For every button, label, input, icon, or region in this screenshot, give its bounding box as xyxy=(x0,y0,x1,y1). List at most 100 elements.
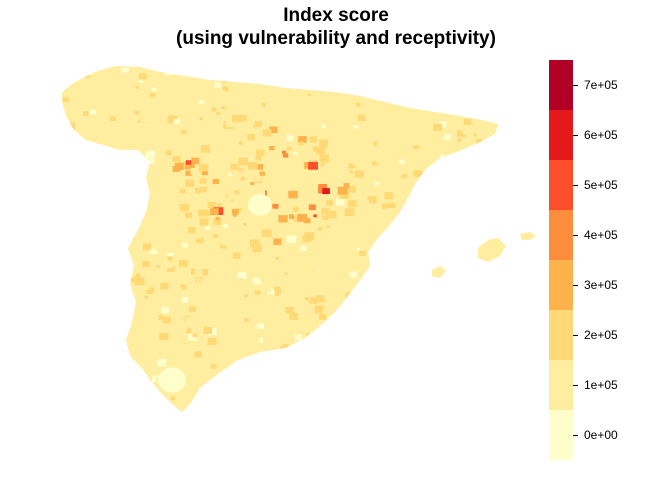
municipality-patch xyxy=(355,291,363,297)
municipality-patch xyxy=(254,88,263,95)
municipality-patch xyxy=(252,244,262,253)
legend-label: 3e+05 xyxy=(584,278,618,292)
municipality-patch xyxy=(442,294,447,298)
municipality-patch xyxy=(138,100,143,104)
municipality-patch xyxy=(496,284,498,287)
municipality-patch xyxy=(82,403,89,408)
municipality-patch xyxy=(464,75,475,84)
municipality-patch xyxy=(62,276,66,280)
municipality-patch xyxy=(269,146,275,151)
municipality-patch xyxy=(158,76,165,82)
municipality-patch xyxy=(178,259,188,267)
municipality-patch xyxy=(474,302,485,310)
municipality-patch xyxy=(384,175,389,179)
municipality-patch xyxy=(164,326,173,333)
municipality-patch xyxy=(333,326,341,332)
municipality-patch xyxy=(384,413,388,416)
municipality-patch xyxy=(321,207,330,215)
municipality-patch xyxy=(309,113,313,117)
municipality-patch xyxy=(300,246,307,251)
municipality-patch xyxy=(78,297,84,301)
municipality-patch xyxy=(322,215,329,221)
municipality-patch xyxy=(170,396,176,401)
municipality-patch xyxy=(125,172,136,181)
municipality-patch xyxy=(219,66,228,72)
municipality-patch xyxy=(84,339,93,347)
municipality-patch xyxy=(319,139,328,147)
municipality-patch xyxy=(105,151,113,158)
municipality-patch xyxy=(471,263,479,270)
municipality-patch xyxy=(353,66,360,70)
municipality-patch xyxy=(271,382,280,389)
municipality-patch xyxy=(307,93,311,97)
municipality-patch xyxy=(203,327,213,334)
municipality-patch xyxy=(339,390,347,397)
municipality-patch xyxy=(425,401,432,406)
municipality-patch xyxy=(352,91,356,95)
municipality-patch xyxy=(165,279,171,284)
municipality-patch xyxy=(431,203,439,210)
municipality-patch xyxy=(183,338,191,344)
municipality-patch xyxy=(286,76,296,84)
municipality-patch xyxy=(427,135,432,140)
municipality-patch xyxy=(268,137,273,141)
municipality-patch xyxy=(245,173,249,177)
municipality-patch xyxy=(410,266,416,271)
municipality-patch xyxy=(143,98,149,103)
municipality-patch xyxy=(433,288,442,296)
municipality-patch xyxy=(118,140,123,145)
municipality-patch xyxy=(466,316,472,321)
municipality-patch xyxy=(384,192,394,200)
ibiza-island xyxy=(432,266,446,278)
municipality-patch xyxy=(502,330,507,334)
municipality-patch xyxy=(145,125,155,133)
municipality-patch xyxy=(406,333,415,341)
municipality-patch xyxy=(199,178,207,184)
municipality-patch xyxy=(463,332,472,340)
municipality-patch xyxy=(498,320,506,327)
municipality-patch xyxy=(96,173,100,177)
municipality-patch xyxy=(68,402,75,407)
municipality-patch xyxy=(256,149,265,156)
municipality-patch xyxy=(349,271,357,278)
municipality-patch xyxy=(245,395,256,404)
municipality-patch xyxy=(290,80,300,88)
municipality-patch xyxy=(240,260,246,265)
municipality-patch xyxy=(75,91,85,100)
municipality-patch xyxy=(306,333,310,336)
municipality-patch xyxy=(497,296,498,302)
municipality-patch xyxy=(461,229,465,232)
municipality-patch xyxy=(499,336,504,340)
municipality-patch xyxy=(420,313,424,316)
municipality-patch xyxy=(222,77,228,83)
municipality-patch xyxy=(366,271,376,279)
municipality-patch xyxy=(448,275,457,283)
municipality-patch xyxy=(150,186,158,193)
municipality-patch xyxy=(499,346,506,351)
municipality-patch xyxy=(173,76,177,80)
municipality-patch xyxy=(180,284,187,290)
municipality-patch xyxy=(440,248,446,254)
municipality-patch xyxy=(334,370,340,374)
municipality-patch xyxy=(494,176,498,183)
municipality-patch xyxy=(469,141,473,144)
municipality-patch xyxy=(425,394,429,398)
municipality-patch xyxy=(220,243,227,249)
municipality-patch xyxy=(349,170,354,174)
municipality-patch xyxy=(409,279,414,283)
municipality-patch xyxy=(390,252,394,256)
municipality-patch xyxy=(384,294,389,298)
municipality-patch xyxy=(166,299,173,304)
municipality-patch xyxy=(453,254,464,263)
municipality-patch xyxy=(275,257,279,260)
municipality-patch xyxy=(343,183,350,188)
municipality-patch xyxy=(264,89,273,97)
municipality-patch xyxy=(204,343,208,346)
municipality-patch xyxy=(282,293,293,302)
municipality-patch xyxy=(108,290,114,296)
municipality-patch xyxy=(136,361,144,368)
municipality-patch xyxy=(355,412,361,417)
municipality-patch xyxy=(207,269,217,277)
municipality-patch xyxy=(309,262,320,270)
